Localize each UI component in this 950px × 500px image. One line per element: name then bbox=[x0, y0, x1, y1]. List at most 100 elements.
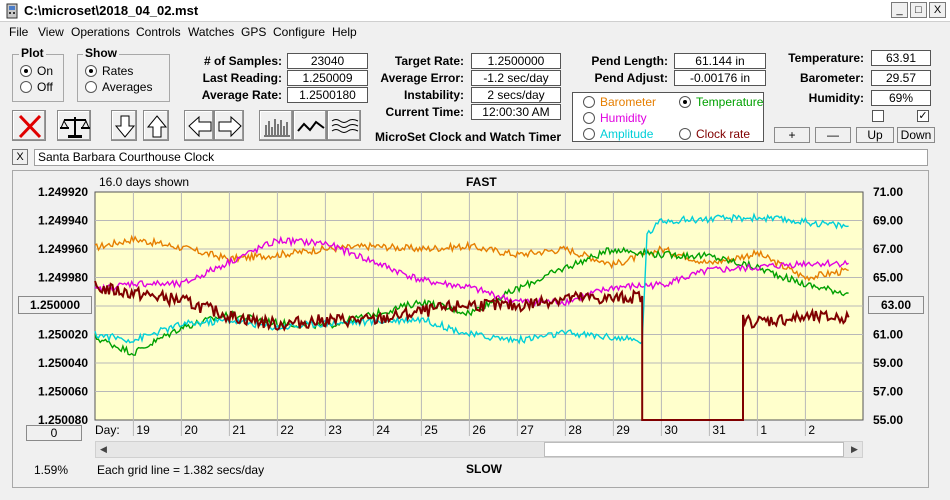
horizontal-scrollbar[interactable]: ◀ ▶ bbox=[95, 441, 863, 458]
current-time-value: 12:00:30 AM bbox=[471, 104, 561, 120]
app-icon bbox=[6, 3, 18, 19]
barometer-radio[interactable]: Barometer bbox=[583, 95, 656, 109]
up-button[interactable]: Up bbox=[856, 127, 894, 143]
menu-operations[interactable]: Operations bbox=[71, 25, 130, 39]
radio-label: Rates bbox=[102, 64, 134, 78]
show-averages-radio[interactable]: Averages bbox=[85, 80, 152, 94]
y-right-tick-label: 67.00 bbox=[873, 242, 903, 256]
line-graph-icon bbox=[297, 120, 325, 132]
scroll-down-button[interactable] bbox=[111, 110, 137, 141]
balance-button[interactable] bbox=[57, 110, 91, 141]
radio-icon bbox=[583, 128, 595, 140]
checkbox-2[interactable]: ✓ bbox=[917, 110, 929, 122]
x-axis-title: Day: bbox=[95, 423, 120, 437]
scroll-right-button[interactable] bbox=[214, 110, 244, 141]
show-group bbox=[77, 54, 170, 102]
humidity-value: 69% bbox=[871, 90, 931, 106]
zoom-in-button[interactable]: + bbox=[774, 127, 810, 143]
samples-value: 23040 bbox=[287, 53, 368, 69]
series-line-barometer bbox=[94, 234, 849, 282]
zoom-out-button[interactable]: — bbox=[815, 127, 851, 143]
down-button[interactable]: Down bbox=[897, 127, 935, 143]
maximize-button[interactable]: □ bbox=[910, 2, 927, 18]
barometer-value: 29.57 bbox=[871, 70, 931, 86]
target-rate-value: 1.2500000 bbox=[471, 53, 561, 69]
x-tick-label: 19 bbox=[136, 423, 150, 437]
wave-graph-button[interactable] bbox=[327, 110, 361, 141]
plot-on-radio[interactable]: On bbox=[20, 64, 53, 78]
menu-file[interactable]: File bbox=[9, 25, 29, 39]
line-graph-button[interactable] bbox=[293, 110, 327, 141]
show-rates-radio[interactable]: Rates bbox=[85, 64, 133, 78]
clock-rate-radio[interactable]: Clock rate bbox=[679, 127, 750, 141]
close-watch-button[interactable]: X bbox=[12, 149, 28, 165]
samples-label: # of Samples: bbox=[203, 54, 282, 68]
slow-label: SLOW bbox=[466, 462, 502, 476]
watch-name-field[interactable]: Santa Barbara Courthouse Clock bbox=[34, 149, 928, 166]
y-left-tick-label: 1.249920 bbox=[38, 185, 88, 199]
barometer-label: Barometer: bbox=[799, 71, 864, 85]
scroll-right-arrow-icon[interactable]: ▶ bbox=[851, 444, 858, 454]
menu-watches[interactable]: Watches bbox=[188, 25, 235, 39]
x-tick-label: 22 bbox=[280, 423, 294, 437]
series-group bbox=[94, 212, 850, 421]
close-button[interactable]: X bbox=[929, 2, 946, 18]
y-left-tick-label: 1.249940 bbox=[38, 214, 88, 228]
average-rate-label: Average Rate: bbox=[201, 88, 282, 102]
chart-frame bbox=[12, 170, 929, 488]
radio-label: Averages bbox=[102, 80, 153, 94]
scroll-left-arrow-icon[interactable]: ◀ bbox=[100, 444, 107, 454]
bar-graph-icon bbox=[264, 119, 290, 137]
x-tick-label: 24 bbox=[376, 423, 390, 437]
menu-gps[interactable]: GPS bbox=[241, 25, 267, 39]
checkbox-1[interactable] bbox=[872, 110, 884, 122]
radio-label: Humidity bbox=[600, 111, 647, 125]
x-tick-label: 1 bbox=[760, 423, 767, 437]
scroll-up-button[interactable] bbox=[143, 110, 169, 141]
rate-reference-button[interactable]: 1.250000 bbox=[18, 296, 92, 314]
menu-controls[interactable]: Controls bbox=[136, 25, 181, 39]
amplitude-radio[interactable]: Amplitude bbox=[583, 127, 653, 141]
percent-readout: 1.59% bbox=[34, 463, 69, 477]
wave-graph-icon bbox=[331, 119, 359, 133]
menu-view[interactable]: View bbox=[38, 25, 64, 39]
target-rate-label: Target Rate: bbox=[394, 54, 464, 68]
x-tick-label: 21 bbox=[232, 423, 246, 437]
humidity-label: Humidity: bbox=[808, 91, 864, 105]
x-tick-label: 23 bbox=[328, 423, 342, 437]
radio-label: On bbox=[37, 64, 54, 78]
series-line-humidity bbox=[94, 235, 849, 307]
y-left-tick-label: 1.250020 bbox=[38, 328, 88, 342]
y-right-tick-label: 71.00 bbox=[873, 185, 903, 199]
scroll-left-button[interactable] bbox=[184, 110, 214, 141]
x-tick-label: 30 bbox=[664, 423, 678, 437]
x-tick-label: 2 bbox=[808, 423, 815, 437]
grid-info: Each grid line = 1.382 secs/day bbox=[97, 463, 265, 477]
menu-bar: File View Operations Controls Watches GP… bbox=[0, 22, 950, 42]
red-x-icon bbox=[18, 114, 42, 139]
y-right-tick-label: 57.00 bbox=[873, 385, 903, 399]
y-left-tick-label: 1.250080 bbox=[38, 413, 88, 427]
fast-label: FAST bbox=[466, 175, 497, 189]
temperature-label: Temperature: bbox=[788, 51, 864, 65]
scroll-thumb[interactable] bbox=[544, 442, 844, 457]
stop-button[interactable] bbox=[12, 110, 46, 141]
menu-configure[interactable]: Configure bbox=[273, 25, 326, 39]
average-rate-value: 1.2500180 bbox=[287, 87, 368, 103]
window-title: C:\microset\2018_04_02.mst bbox=[24, 3, 199, 18]
radio-icon bbox=[20, 81, 32, 93]
bar-graph-button[interactable] bbox=[259, 110, 293, 141]
radio-icon bbox=[85, 81, 97, 93]
show-group-title: Show bbox=[83, 46, 119, 60]
menu-help[interactable]: Help bbox=[332, 25, 357, 39]
arrow-left-icon bbox=[188, 115, 212, 138]
humidity-radio[interactable]: Humidity bbox=[583, 111, 647, 125]
temperature-radio[interactable]: Temperature bbox=[679, 95, 763, 109]
pend-length-value: 61.144 in bbox=[674, 53, 766, 69]
zero-button[interactable]: 0 bbox=[26, 425, 82, 441]
app-heading: MicroSet Clock and Watch Timer bbox=[375, 130, 562, 144]
temperature-reference-button[interactable]: 63.00 bbox=[868, 296, 924, 314]
minimize-button[interactable]: _ bbox=[891, 2, 908, 18]
plot-off-radio[interactable]: Off bbox=[20, 80, 53, 94]
pend-adjust-value: -0.00176 in bbox=[674, 70, 766, 86]
